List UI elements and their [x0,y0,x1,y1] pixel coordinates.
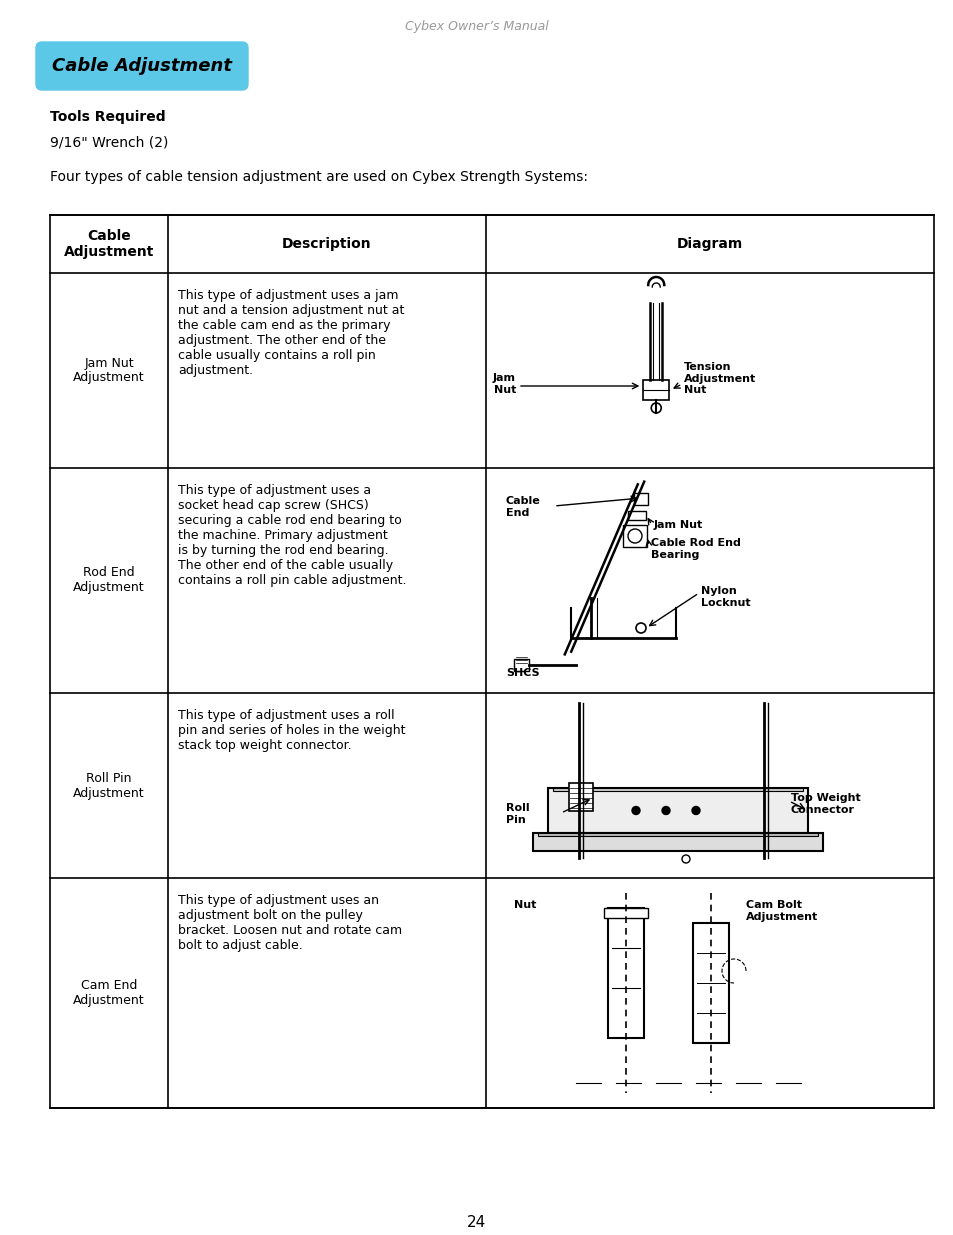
Text: Top Weight
Connector: Top Weight Connector [790,793,860,815]
Text: Cybex Owner’s Manual: Cybex Owner’s Manual [405,20,548,33]
Text: Rod End
Adjustment: Rod End Adjustment [73,567,145,594]
Text: Jam Nut
Adjustment: Jam Nut Adjustment [73,357,145,384]
Text: This type of adjustment uses a jam
nut and a tension adjustment nut at
the cable: This type of adjustment uses a jam nut a… [178,289,404,377]
Text: This type of adjustment uses an
adjustment bolt on the pulley
bracket. Loosen nu: This type of adjustment uses an adjustme… [178,894,402,952]
Text: Roll Pin
Adjustment: Roll Pin Adjustment [73,772,145,799]
Bar [50,215,933,1108]
Bar [642,380,669,400]
Text: Jam
Nut: Jam Nut [493,373,516,395]
Bar [537,832,817,836]
Text: Tension
Adjustment
Nut: Tension Adjustment Nut [683,362,756,395]
Bar [533,832,822,851]
Text: Nylon
Locknut: Nylon Locknut [700,585,750,608]
Text: 9/16" Wrench (2): 9/16" Wrench (2) [50,135,168,149]
Bar [568,783,593,811]
Text: Four types of cable tension adjustment are used on Cybex Strength Systems:: Four types of cable tension adjustment a… [50,170,587,184]
Text: Cable Rod End
Bearing: Cable Rod End Bearing [650,538,740,559]
FancyBboxPatch shape [36,42,248,90]
Text: Jam Nut: Jam Nut [654,520,702,530]
Text: Cam End
Adjustment: Cam End Adjustment [73,979,145,1007]
Text: Roll
Pin: Roll Pin [505,803,529,825]
Circle shape [691,806,700,815]
Bar [547,788,807,832]
Text: Nut: Nut [514,900,536,910]
Text: Description: Description [282,237,372,251]
Text: Diagram: Diagram [677,237,742,251]
Text: Cable
Adjustment: Cable Adjustment [64,228,154,259]
Circle shape [661,806,669,815]
Text: 24: 24 [467,1215,486,1230]
Circle shape [631,806,639,815]
Bar [634,493,647,505]
Bar [553,788,802,790]
Text: Cable Adjustment: Cable Adjustment [52,57,232,75]
Bar [627,511,645,520]
Text: SHCS: SHCS [505,668,539,678]
Bar [692,923,728,1044]
Text: This type of adjustment uses a
socket head cap screw (SHCS)
securing a cable rod: This type of adjustment uses a socket he… [178,484,406,587]
Text: Cam Bolt
Adjustment: Cam Bolt Adjustment [745,900,818,921]
Text: Cable
End: Cable End [505,496,540,517]
Text: This type of adjustment uses a roll
pin and series of holes in the weight
stack : This type of adjustment uses a roll pin … [178,709,405,752]
Text: Tools Required: Tools Required [50,110,166,124]
Bar [514,659,529,671]
Bar [603,908,647,918]
Bar [607,908,643,1037]
Bar [622,525,646,547]
